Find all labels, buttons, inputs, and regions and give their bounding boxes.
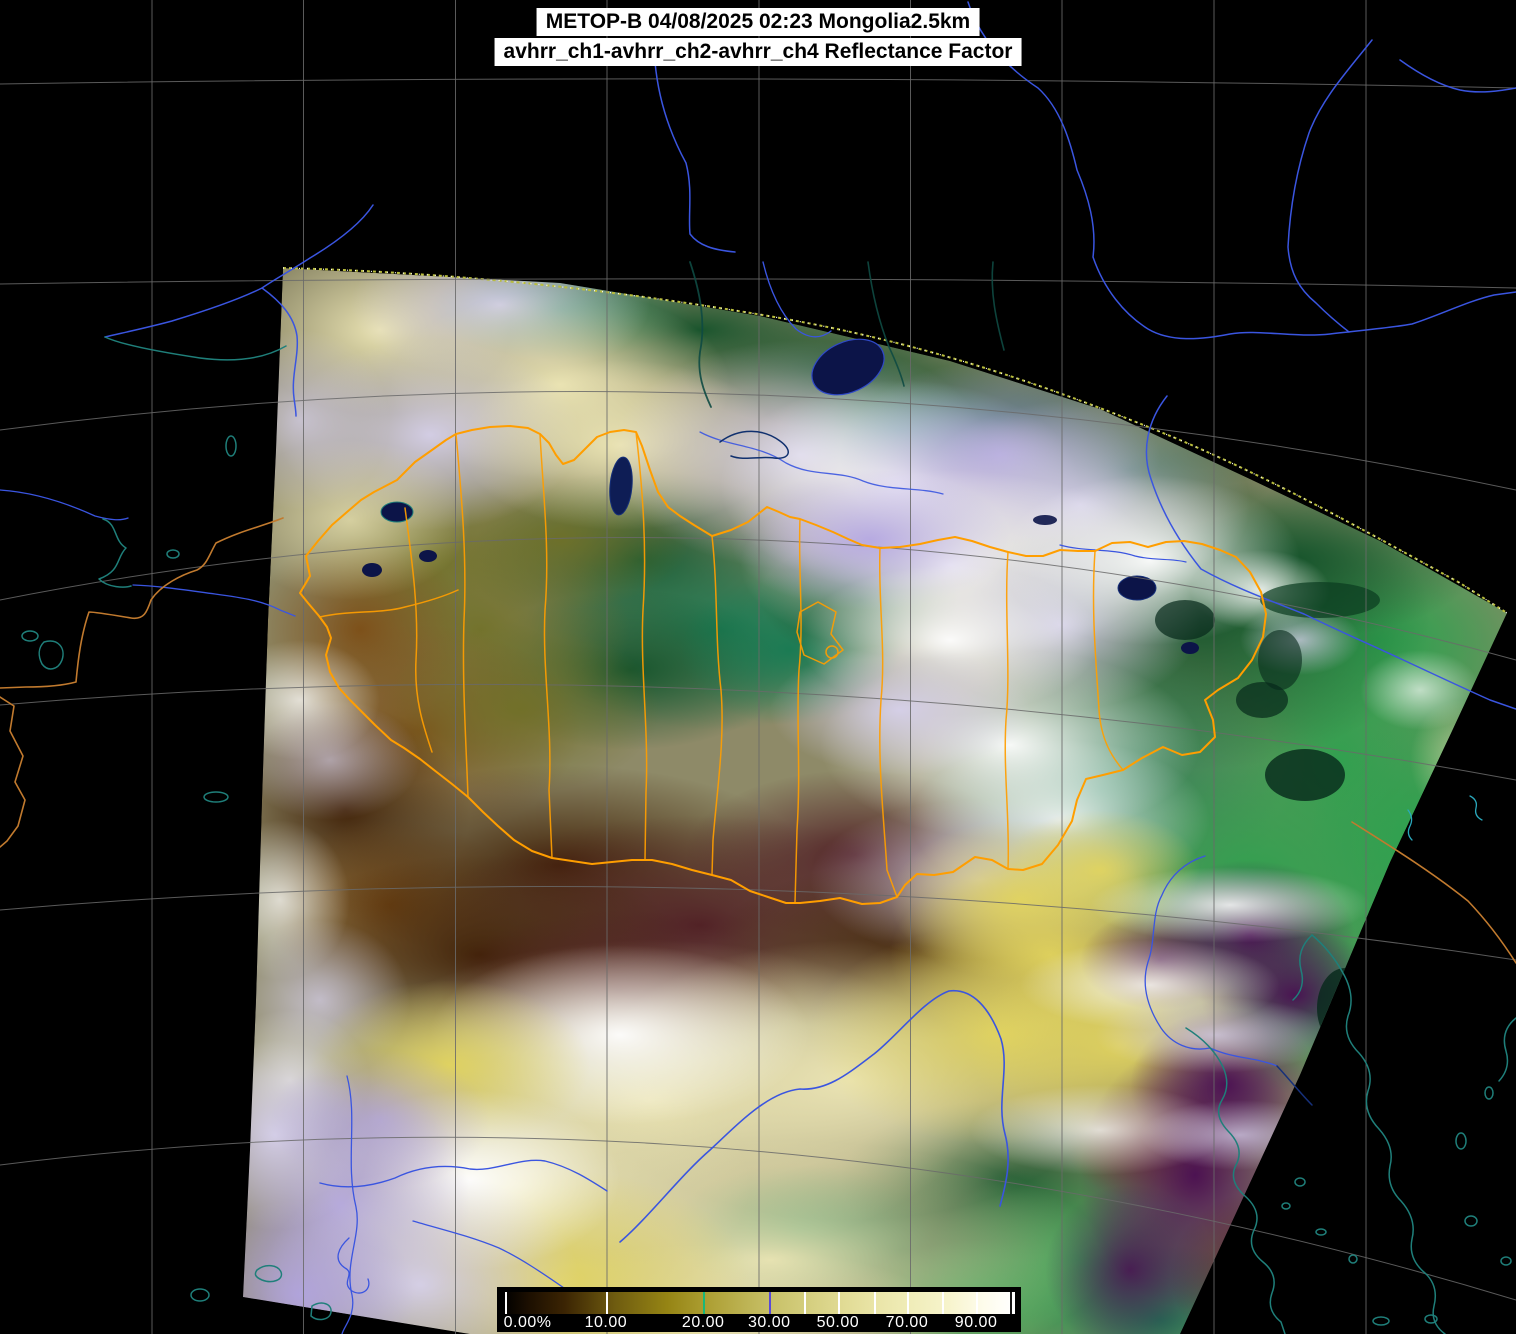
lake-uvs xyxy=(380,501,414,523)
secondary-borders xyxy=(0,517,1516,964)
parallel-line xyxy=(0,886,1516,961)
lake xyxy=(1033,515,1057,525)
province-borders xyxy=(319,431,1124,904)
image-title: METOP-B 04/08/2025 02:23 Mongolia2.5km a… xyxy=(494,8,1022,66)
colorbar-tick xyxy=(605,1292,608,1314)
lake-khovsgol xyxy=(609,456,633,516)
swath-edge-line xyxy=(282,267,1508,614)
lake-buir xyxy=(1181,642,1199,654)
title-line-1-text: METOP-B 04/08/2025 02:23 Mongolia2.5km xyxy=(536,8,980,36)
colorbar-tick xyxy=(976,1292,979,1314)
lakes xyxy=(362,338,1199,654)
colorbar-label: 0.00% xyxy=(503,1314,552,1331)
colorbar-tick xyxy=(703,1292,706,1314)
colorbar-tick xyxy=(874,1292,877,1314)
parallel-line xyxy=(0,391,1516,491)
colorbar-label: 10.00 xyxy=(584,1314,628,1331)
colorbar-tick xyxy=(837,1292,840,1314)
parallel-line xyxy=(0,78,1516,89)
parallel-line xyxy=(0,1136,1516,1301)
lake xyxy=(362,563,382,577)
colorbar-label: 50.00 xyxy=(816,1314,860,1331)
colorbar-label: 70.00 xyxy=(885,1314,929,1331)
parallel-line xyxy=(0,278,1516,289)
title-line-2-text: avhrr_ch1-avhrr_ch2-avhrr_ch4 Reflectanc… xyxy=(494,38,1022,66)
title-line-2: avhrr_ch1-avhrr_ch2-avhrr_ch4 Reflectanc… xyxy=(494,38,1022,66)
colorbar-tick xyxy=(941,1292,944,1314)
colorbar-tick xyxy=(769,1292,772,1314)
lake xyxy=(419,550,437,562)
lake-baikal xyxy=(811,338,885,396)
colorbar-gradient xyxy=(503,1292,1015,1314)
parallel-line xyxy=(0,537,1516,661)
colorbar-tick xyxy=(1009,1292,1012,1314)
colorbar-label: 30.00 xyxy=(747,1314,791,1331)
reflectance-colorbar: 0.00% 10.00 20.00 30.00 50.00 70.00 90.00 xyxy=(497,1287,1021,1332)
country-borders xyxy=(299,425,1267,905)
colorbar-label: 90.00 xyxy=(954,1314,998,1331)
dark-rivers xyxy=(689,261,1313,1106)
satellite-swath-imagery xyxy=(243,268,1507,1334)
title-line-1: METOP-B 04/08/2025 02:23 Mongolia2.5km xyxy=(495,8,1022,36)
parallel-line xyxy=(0,683,1516,781)
colorbar-tick xyxy=(906,1292,909,1314)
colorbar-tick xyxy=(804,1292,807,1314)
colorbar-label: 20.00 xyxy=(681,1314,725,1331)
coastlines xyxy=(21,336,1516,1334)
colorbar-tick xyxy=(505,1292,508,1314)
lake-hulun xyxy=(1117,575,1157,601)
